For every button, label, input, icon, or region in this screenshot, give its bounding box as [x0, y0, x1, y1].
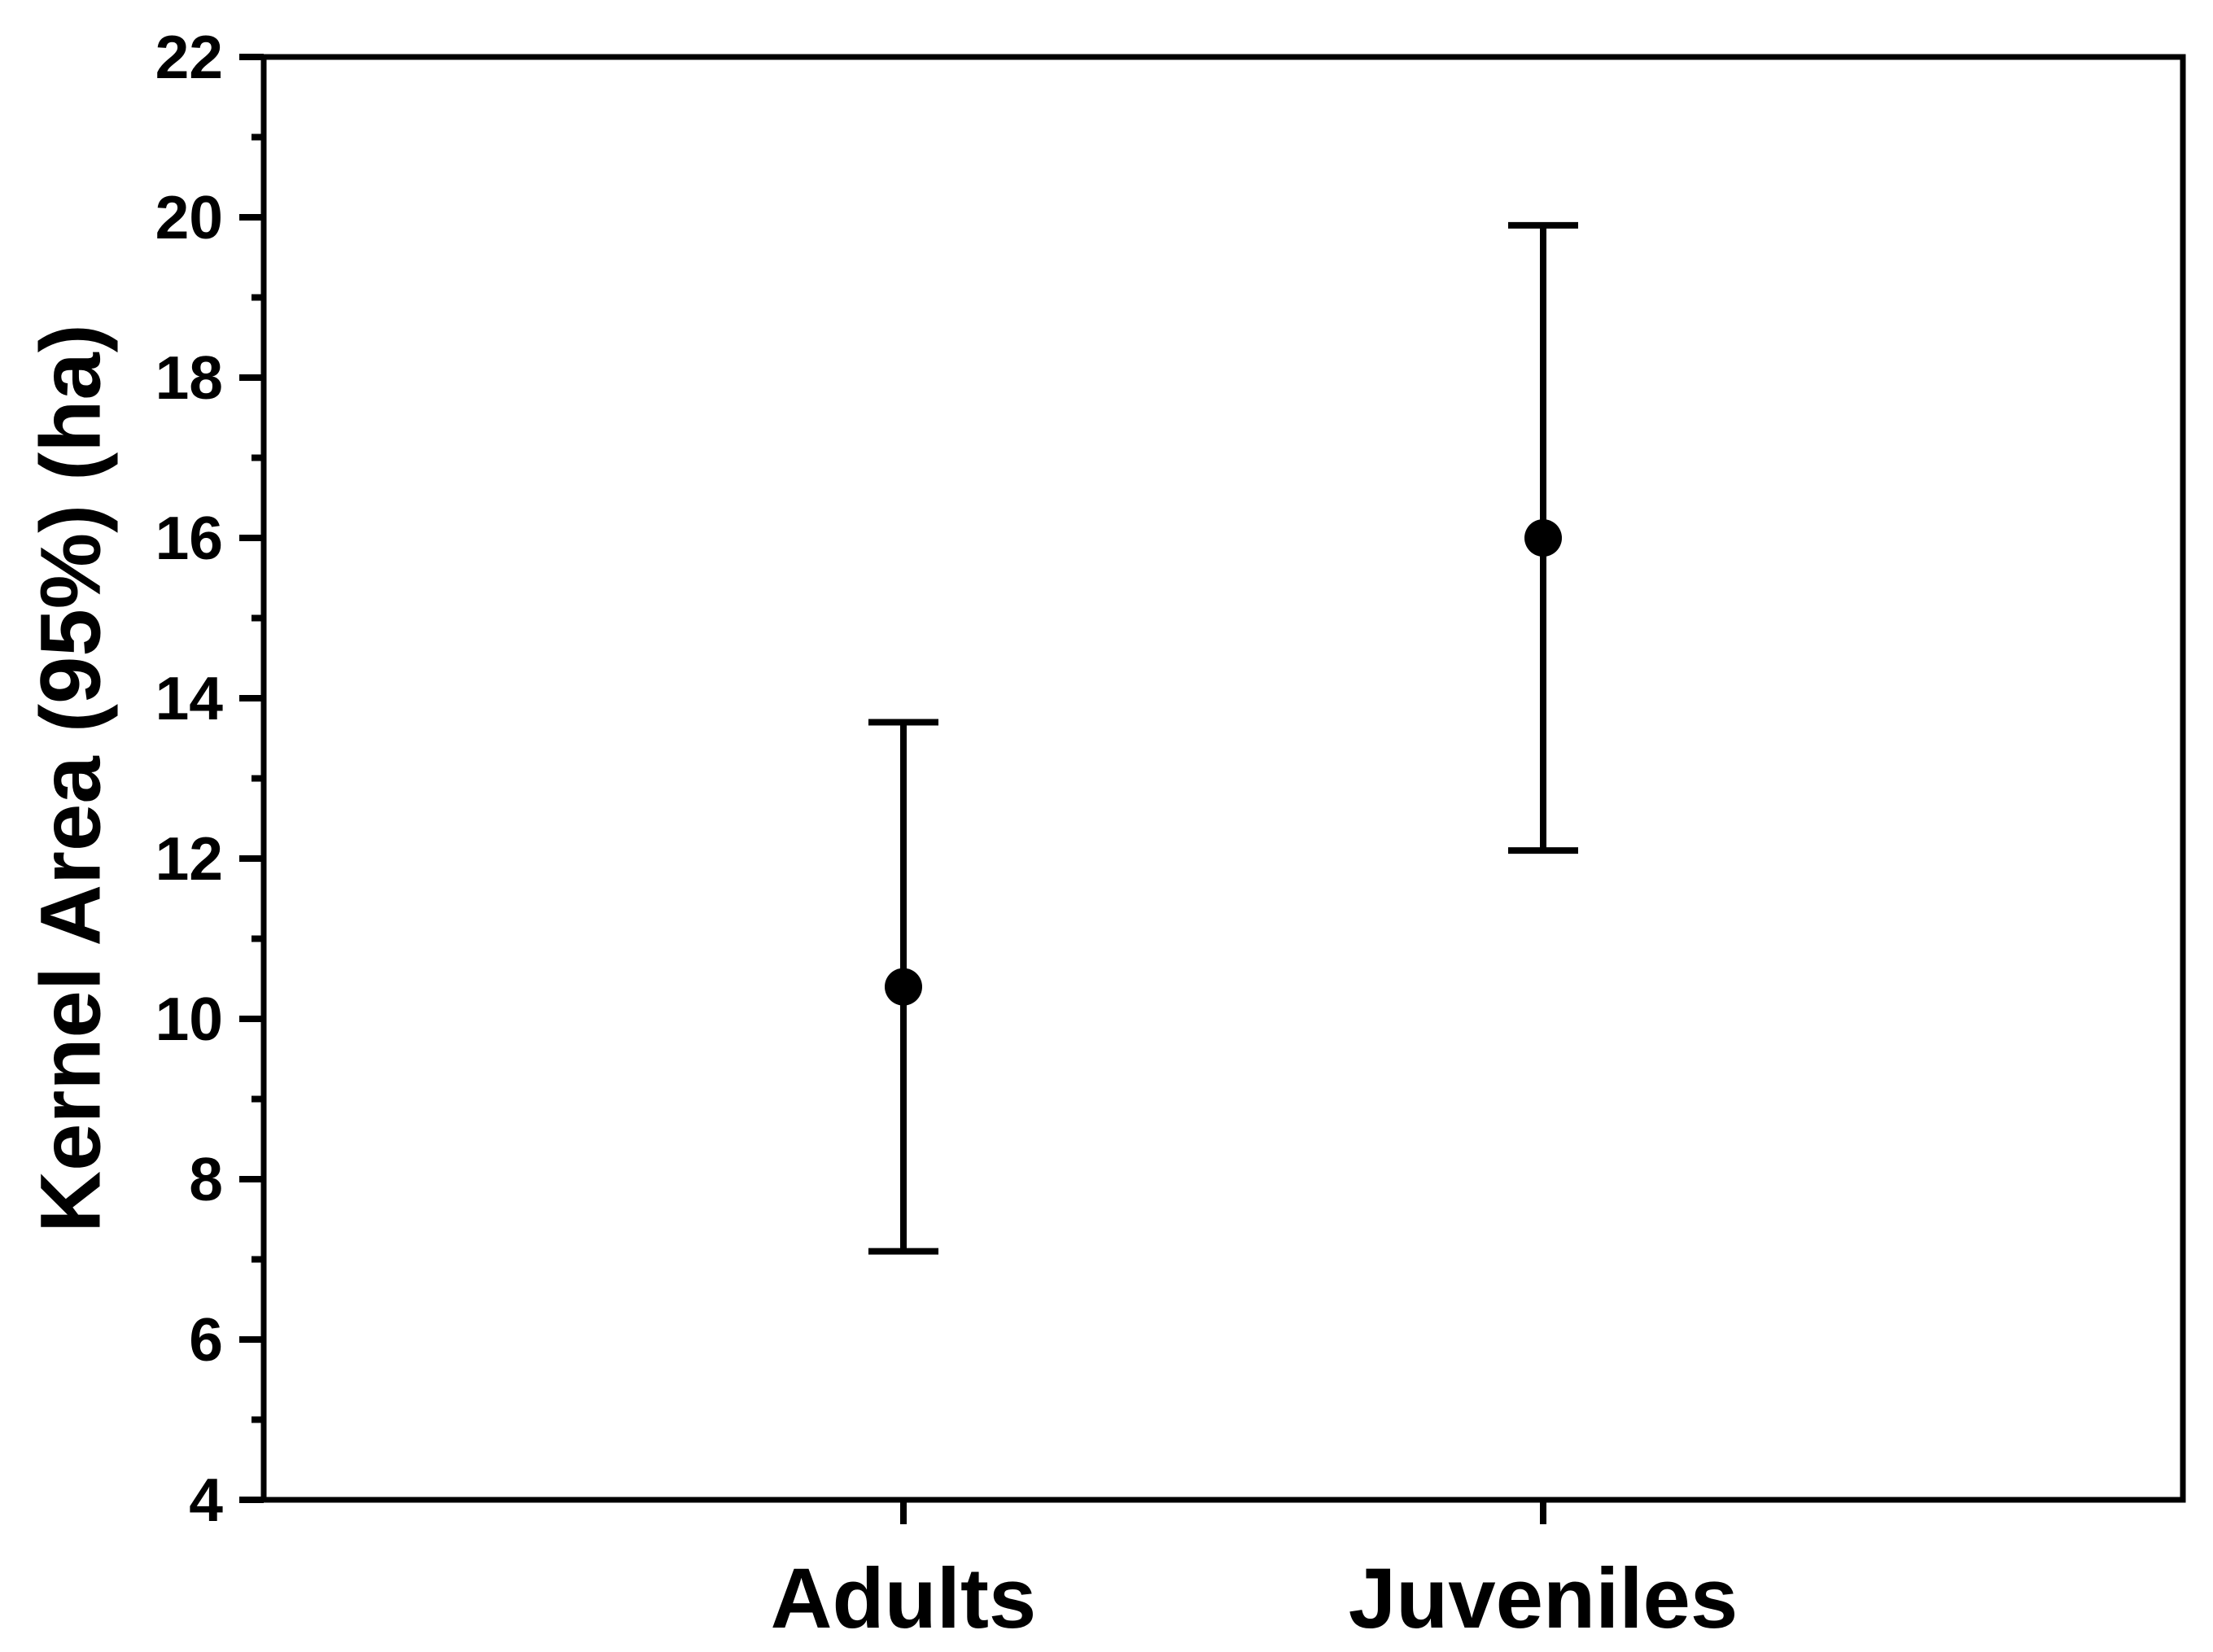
y-axis-title: Kernel Area (95%) (ha) — [24, 324, 119, 1232]
y-axis-major-ticks — [239, 54, 264, 1503]
y-tick-label: 20 — [155, 183, 223, 251]
y-tick-label: 10 — [155, 985, 223, 1053]
y-tick-label: 8 — [189, 1145, 223, 1213]
mean-data-point — [1524, 519, 1562, 557]
x-axis-category-labels: Adults Juveniles — [771, 1551, 1738, 1646]
y-tick-label: 16 — [155, 504, 223, 572]
category-label: Juveniles — [1349, 1551, 1738, 1646]
y-tick-label: 14 — [155, 664, 224, 732]
y-axis-minor-ticks — [251, 133, 264, 1423]
x-axis-category-ticks — [900, 1500, 1546, 1524]
y-axis-tick-labels: 4 6 8 10 12 14 16 18 20 22 — [155, 23, 224, 1534]
y-tick-label: 4 — [189, 1466, 223, 1534]
y-tick-label: 6 — [189, 1305, 223, 1374]
error-bar-series — [868, 221, 1578, 1255]
y-tick-label: 22 — [155, 23, 223, 91]
category-label: Adults — [771, 1551, 1037, 1646]
plot-frame — [260, 54, 2186, 1503]
mean-data-point — [885, 968, 922, 1006]
y-tick-label: 18 — [155, 343, 223, 412]
y-tick-label: 12 — [155, 824, 223, 893]
